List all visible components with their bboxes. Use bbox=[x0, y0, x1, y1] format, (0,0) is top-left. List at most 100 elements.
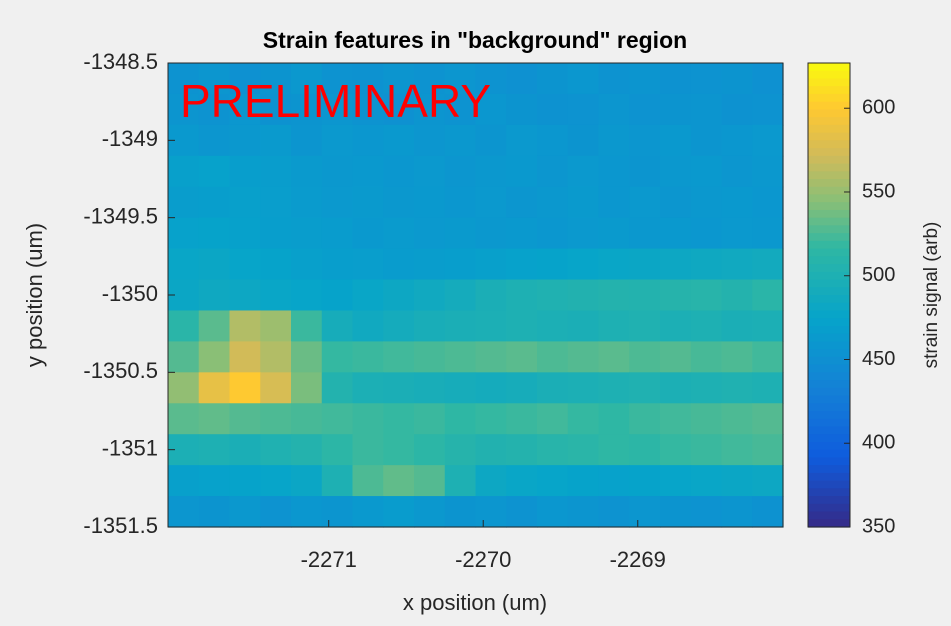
heatmap-cell bbox=[721, 155, 753, 188]
heatmap-cell bbox=[690, 63, 723, 95]
heatmap-cell bbox=[506, 217, 538, 250]
colorbar-label: strain signal (arb) bbox=[921, 222, 942, 369]
heatmap-cell bbox=[414, 279, 446, 312]
heatmap-cell bbox=[629, 434, 661, 466]
heatmap-cell bbox=[721, 465, 753, 497]
heatmap-cell bbox=[444, 93, 477, 126]
heatmap-cell bbox=[660, 310, 692, 342]
heatmap-cell bbox=[721, 124, 753, 157]
heatmap-cell bbox=[752, 186, 784, 219]
heatmap-cell bbox=[537, 372, 569, 404]
heatmap-cell bbox=[567, 217, 600, 250]
colorbar-swatch bbox=[808, 449, 850, 458]
heatmap-cell bbox=[260, 248, 292, 281]
heatmap-cell bbox=[168, 248, 200, 281]
y-tick-label: -1349.5 bbox=[83, 203, 158, 228]
x-tick-label: -2270 bbox=[455, 547, 511, 572]
heatmap-cell bbox=[198, 372, 231, 404]
heatmap-cell bbox=[475, 341, 507, 373]
colorbar-swatch bbox=[808, 418, 850, 428]
heatmap-cell bbox=[475, 310, 507, 342]
heatmap-cell bbox=[260, 465, 292, 497]
heatmap-cell bbox=[537, 155, 569, 188]
heatmap-cell bbox=[352, 63, 384, 95]
colorbar-swatch bbox=[808, 217, 850, 226]
heatmap-cell bbox=[291, 217, 323, 250]
heatmap-cell bbox=[598, 124, 630, 157]
heatmap-cell bbox=[629, 217, 661, 250]
heatmap-cell bbox=[475, 93, 507, 126]
heatmap-cell bbox=[260, 155, 292, 188]
heatmap-cell bbox=[414, 372, 446, 404]
heatmap-cell bbox=[383, 496, 415, 528]
heatmap-cell bbox=[414, 124, 446, 157]
heatmap-cell bbox=[721, 341, 753, 373]
heatmap-cell bbox=[660, 63, 692, 95]
heatmap-cell bbox=[537, 63, 569, 95]
heatmap-cell bbox=[229, 186, 261, 219]
heatmap-cell bbox=[690, 341, 723, 373]
colorbar-swatch bbox=[808, 325, 850, 335]
heatmap-cell bbox=[291, 186, 323, 219]
heatmap-cell bbox=[321, 310, 354, 342]
heatmap-cell bbox=[567, 341, 600, 373]
heatmap-cell bbox=[198, 310, 231, 342]
heatmap-cell bbox=[444, 403, 477, 435]
heatmap-cell bbox=[721, 372, 753, 404]
y-tick-label: -1351.5 bbox=[83, 513, 158, 538]
heatmap-cell bbox=[414, 341, 446, 373]
colorbar-swatch bbox=[808, 271, 850, 281]
heatmap-cell bbox=[506, 155, 538, 188]
heatmap-cell bbox=[567, 372, 600, 404]
heatmap-cell bbox=[291, 310, 323, 342]
colorbar-swatch bbox=[808, 333, 850, 342]
heatmap-cell bbox=[567, 434, 600, 466]
heatmap-cell bbox=[444, 279, 477, 312]
colorbar-swatch bbox=[808, 279, 850, 288]
heatmap-cell bbox=[444, 63, 477, 95]
heatmap-cell bbox=[444, 186, 477, 219]
heatmap-cell bbox=[598, 341, 630, 373]
heatmap-cell bbox=[752, 217, 784, 250]
heatmap-cell bbox=[660, 341, 692, 373]
colorbar-tick-label: 550 bbox=[862, 180, 895, 202]
y-tick-label: -1348.5 bbox=[83, 49, 158, 74]
colorbar-swatch bbox=[808, 488, 850, 497]
heatmap-cell bbox=[229, 248, 261, 281]
colorbar-swatch bbox=[808, 86, 850, 95]
heatmap-cell bbox=[229, 372, 261, 404]
colorbar-swatch bbox=[808, 179, 850, 188]
heatmap-cell bbox=[537, 248, 569, 281]
heatmap-cell bbox=[690, 310, 723, 342]
heatmap-cell bbox=[321, 372, 354, 404]
heatmap-cell bbox=[414, 93, 446, 126]
heatmap-cell bbox=[660, 155, 692, 188]
heatmap-cell bbox=[444, 465, 477, 497]
heatmap-cell bbox=[598, 63, 630, 95]
colorbar-swatch bbox=[808, 140, 850, 149]
heatmap-cell bbox=[598, 310, 630, 342]
heatmap-cell bbox=[291, 248, 323, 281]
colorbar-swatch bbox=[808, 503, 850, 513]
heatmap-cell bbox=[414, 310, 446, 342]
heatmap-cell bbox=[690, 155, 723, 188]
heatmap-cell bbox=[321, 93, 354, 126]
colorbar-swatch bbox=[808, 395, 850, 404]
heatmap-cell bbox=[598, 217, 630, 250]
colorbar-swatch bbox=[808, 349, 850, 358]
colorbar-swatch bbox=[808, 233, 850, 242]
heatmap-cell bbox=[721, 310, 753, 342]
colorbar-swatch bbox=[808, 364, 850, 373]
heatmap-cell bbox=[229, 279, 261, 312]
heatmap-cell bbox=[629, 186, 661, 219]
heatmap-cell bbox=[198, 465, 231, 497]
heatmap-cell bbox=[475, 217, 507, 250]
heatmap-cell bbox=[721, 63, 753, 95]
heatmap-cell bbox=[721, 279, 753, 312]
heatmap-cell bbox=[198, 403, 231, 435]
heatmap-cell bbox=[629, 124, 661, 157]
y-tick-label: -1349 bbox=[102, 126, 158, 151]
colorbar-swatch bbox=[808, 341, 850, 350]
heatmap-cell bbox=[291, 341, 323, 373]
heatmap-cell bbox=[444, 310, 477, 342]
